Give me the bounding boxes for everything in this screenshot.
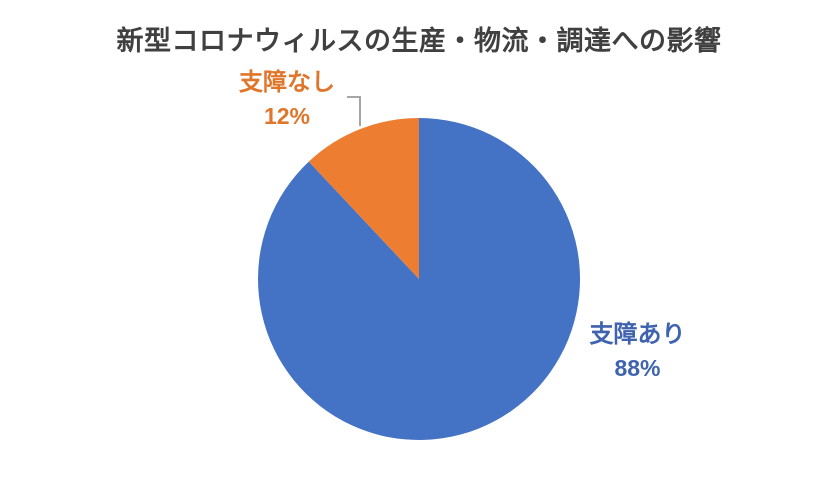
pie-chart [258,118,581,440]
pie-slice-blue[interactable] [258,118,581,440]
leader-line-svg [347,96,361,126]
pie-chart-svg [258,118,581,440]
data-label-shishou-ari: 支障あり 88% [575,320,700,383]
leader-line-path [347,96,361,126]
data-label-blue-percent: 88% [614,354,661,381]
data-label-orange-name: 支障なし [239,69,335,96]
leader-line-icon [330,80,390,140]
data-label-shishou-nashi: 支障なし 12% [222,68,352,131]
data-label-orange-percent: 12% [263,102,311,129]
pie-slice-orange[interactable] [308,118,419,279]
data-label-blue-name: 支障あり [589,321,686,348]
page-title: 新型コロナウィルスの生産・物流・調達への影響 [116,26,722,56]
